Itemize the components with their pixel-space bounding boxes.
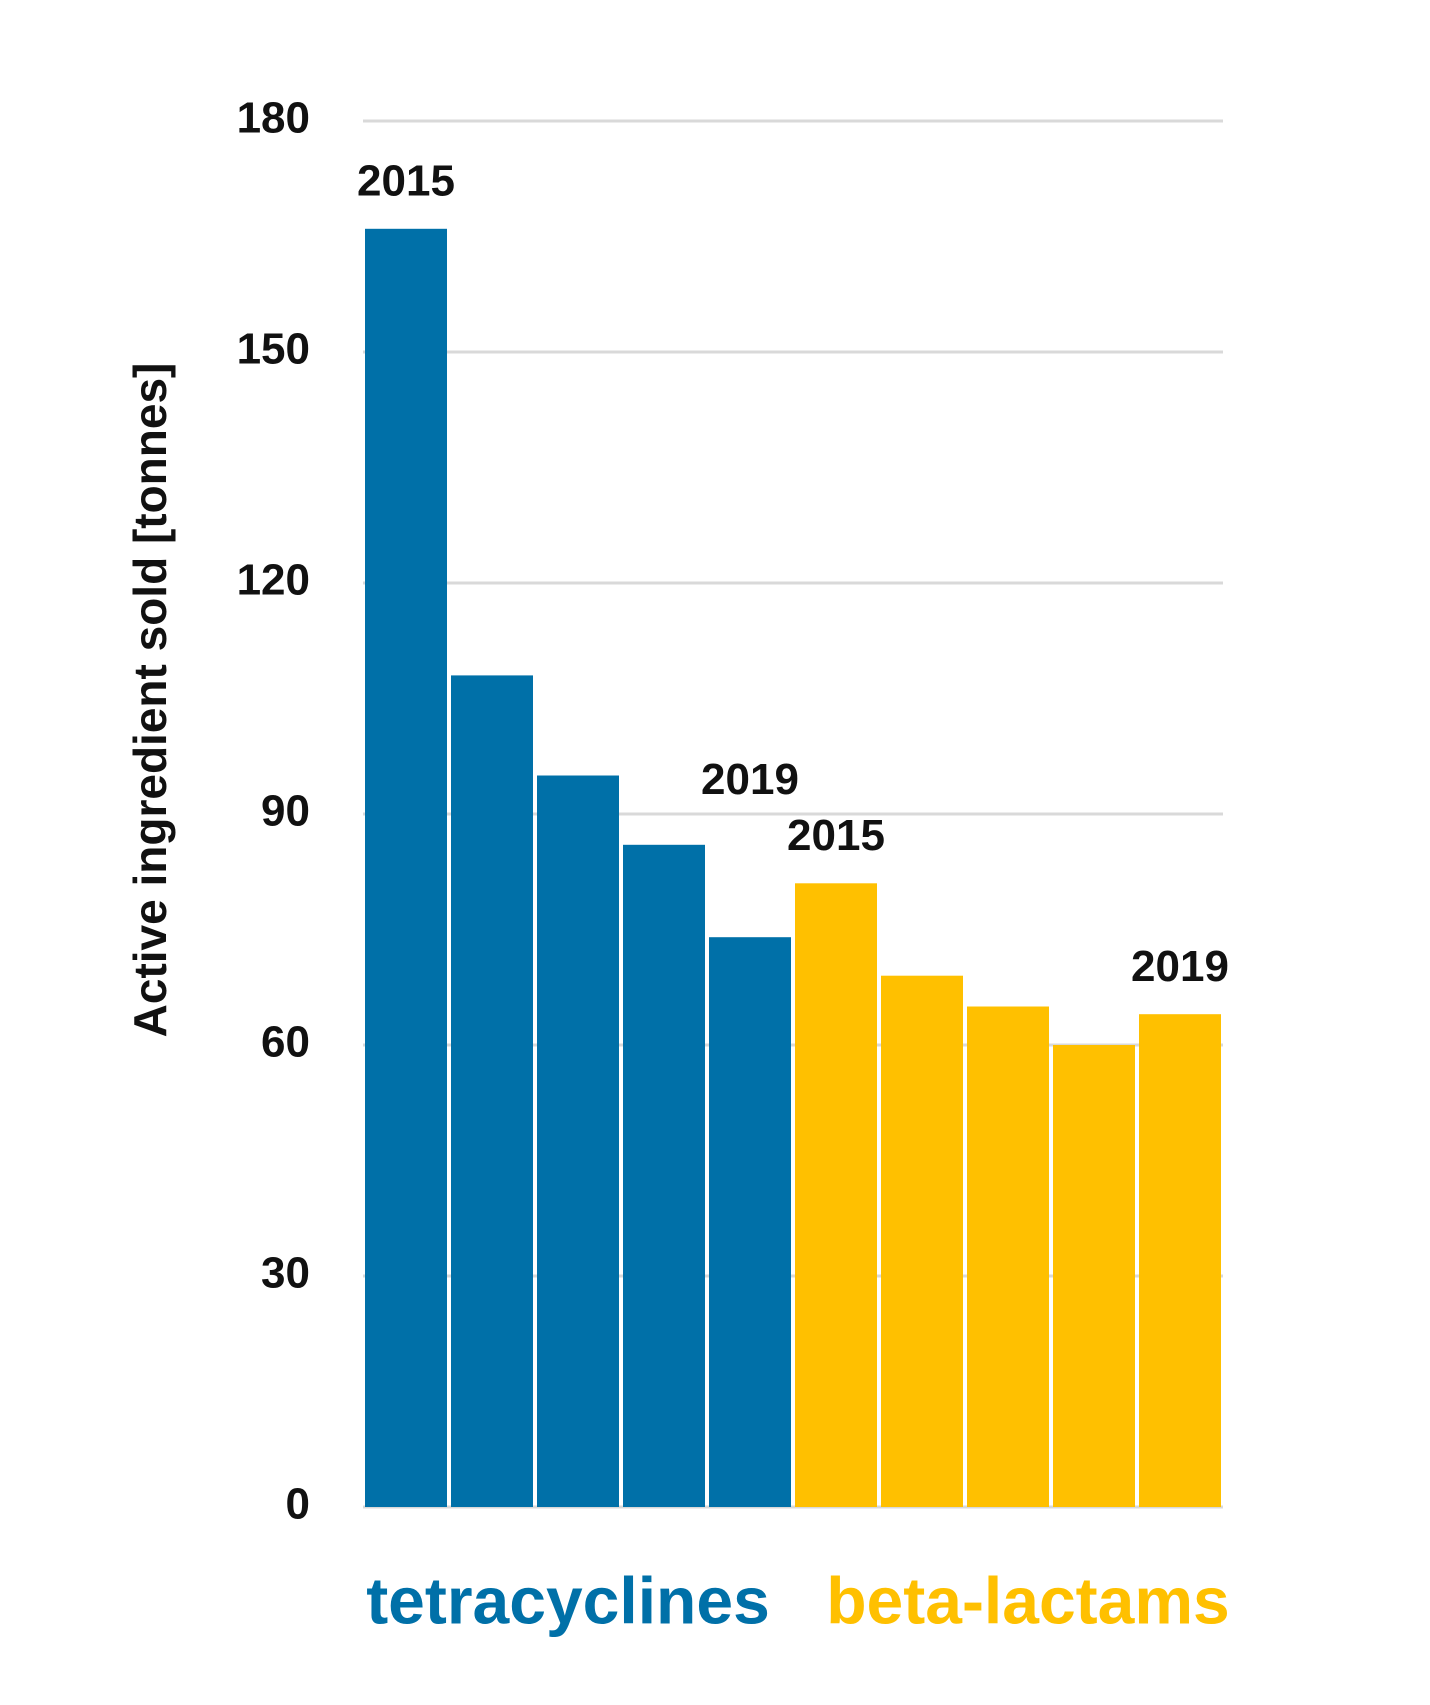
y-tick-label: 30 <box>261 1249 310 1298</box>
bar <box>1139 1014 1221 1507</box>
y-tick-label: 150 <box>237 325 310 374</box>
bar <box>365 228 447 1507</box>
bar <box>709 937 791 1507</box>
bar <box>881 975 963 1507</box>
bar <box>1053 1045 1135 1507</box>
bar <box>795 883 877 1507</box>
y-axis-title: Active ingredient sold [tonnes] <box>124 363 176 1038</box>
bar-year-label: 2019 <box>701 755 799 804</box>
group-label: beta-lactams <box>826 1563 1230 1637</box>
y-tick-label: 120 <box>237 556 310 605</box>
y-tick-label: 180 <box>237 94 310 143</box>
bar <box>537 775 619 1507</box>
group-label: tetracyclines <box>366 1563 770 1637</box>
y-tick-label: 60 <box>261 1018 310 1067</box>
bar-year-label: 2015 <box>357 156 455 205</box>
bar-year-label: 2015 <box>787 811 885 860</box>
bar-year-label: 2019 <box>1131 942 1229 991</box>
bar <box>451 675 533 1507</box>
y-tick-label: 0 <box>286 1480 310 1529</box>
bar <box>967 1006 1049 1507</box>
y-tick-label: 90 <box>261 787 310 836</box>
bar <box>623 844 705 1507</box>
